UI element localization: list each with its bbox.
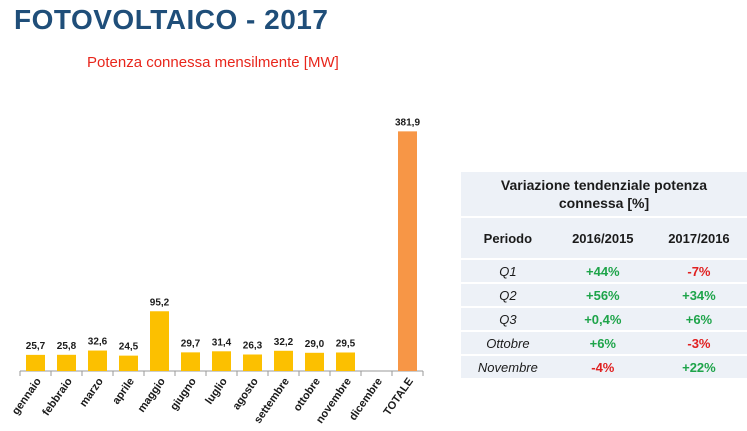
row-value-2016: +44% [554,259,651,284]
bar [57,354,76,371]
row-period: Novembre [461,355,555,380]
table-row: Q1 +44% -7% [461,259,747,284]
data-label: 29,5 [336,338,356,349]
bar [150,311,169,371]
header-2017-2016: 2017/2016 [650,217,747,260]
x-tick-label: agosto [230,376,261,413]
header-period: Periodo [461,217,555,260]
data-label: 95,2 [150,297,170,308]
table-header-row: Periodo 2016/2015 2017/2016 [461,217,747,260]
bar [336,352,355,371]
variation-table: Variazione tendenziale potenza connessa … [461,172,747,380]
row-value-2017: -7% [650,259,747,284]
bar [305,352,324,371]
data-label: 25,8 [57,341,77,352]
x-tick-label: febbraio [40,376,75,419]
x-tick-label: gennaio [10,376,44,418]
bar [88,350,107,371]
data-label: 26,3 [243,340,263,351]
table-row: Q3 +0,4% +6% [461,307,747,332]
data-label: 32,2 [274,337,294,348]
bar [243,354,262,371]
bar [26,354,45,371]
chart-subtitle: Potenza connessa mensilmente [MW] [87,54,339,71]
row-period: Ottobre [461,331,555,356]
row-value-2017: -3% [650,331,747,356]
bar-total [398,131,417,371]
data-label: 25,7 [26,341,46,352]
data-label: 32,6 [88,337,108,348]
x-tick-label: maggio [136,376,168,415]
row-value-2017: +6% [650,307,747,332]
row-value-2017: +34% [650,283,747,308]
row-value-2017: +22% [650,355,747,380]
data-label: 29,7 [181,338,201,349]
row-value-2016: +56% [554,283,651,308]
x-tick-label: ottobre [291,376,323,414]
data-label: 24,5 [119,342,139,353]
data-label: 31,4 [212,337,232,348]
row-value-2016: +6% [554,331,651,356]
data-label: 381,9 [395,117,420,128]
table-title-line1: Variazione tendenziale potenza [500,177,708,193]
x-tick-label: TOTALE [381,376,415,418]
x-tick-label: giugno [168,376,199,413]
bar [119,355,138,371]
x-tick-label: aprile [110,376,137,407]
bar [274,350,293,371]
page-title: FOTOVOLTAICO - 2017 [14,4,329,35]
row-period: Q2 [461,283,555,308]
x-tick-label: marzo [78,376,107,410]
table-row: Q2 +56% +34% [461,283,747,308]
row-period: Q1 [461,259,555,284]
row-value-2016: +0,4% [554,307,651,332]
table-title-line2: connessa [%] [558,195,650,211]
row-value-2016: -4% [554,355,651,380]
data-label: 29,0 [305,339,325,350]
table-row: Ottobre +6% -3% [461,331,747,356]
table-title: Variazione tendenziale potenza connessa … [461,172,747,218]
bar [212,351,231,371]
row-period: Q3 [461,307,555,332]
header-2016-2015: 2016/2015 [554,217,651,260]
bar [181,352,200,371]
x-tick-label: luglio [203,376,230,407]
table-row: Novembre -4% +22% [461,355,747,380]
